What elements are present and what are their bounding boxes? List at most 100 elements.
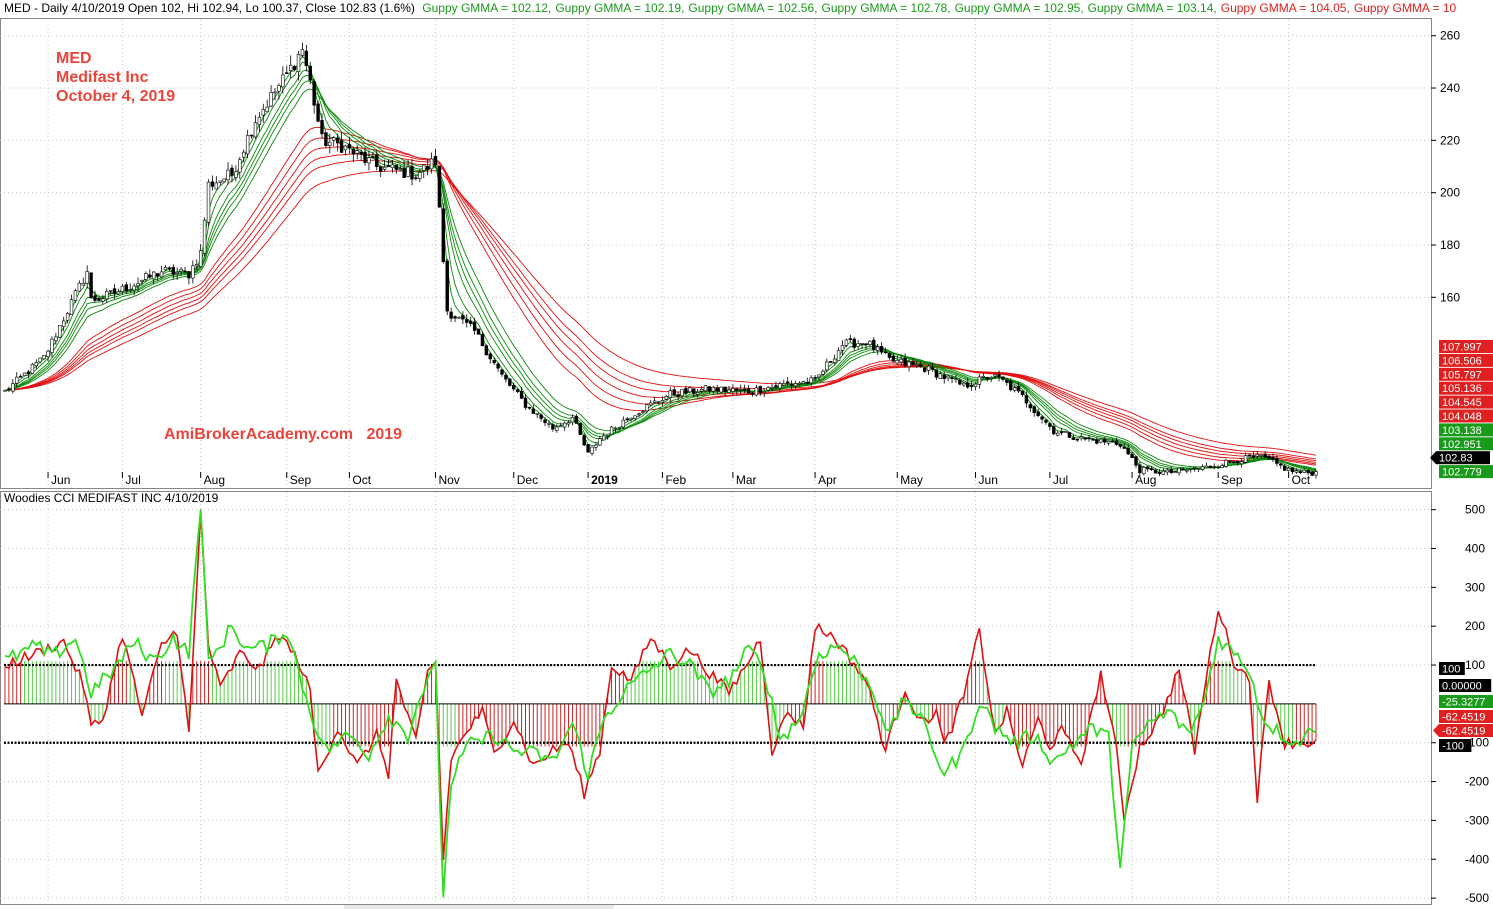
candle-body xyxy=(770,386,774,389)
candle-body xyxy=(519,391,524,399)
price-y-tick-label: 160 xyxy=(1440,290,1460,304)
cci-panel: Woodies CCI MEDIFAST INC 4/10/2019 -500-… xyxy=(0,491,1493,905)
candle-body xyxy=(633,415,637,419)
candle-body xyxy=(1157,471,1162,475)
candle-body xyxy=(484,345,489,356)
candle-body xyxy=(797,382,802,385)
annotation-ticker: MED xyxy=(56,50,92,67)
gmma-long-line xyxy=(4,170,1317,456)
candle-body xyxy=(1177,467,1181,474)
candle-body xyxy=(300,49,305,56)
candle-body xyxy=(320,120,324,135)
price-x-tick-label: Jul xyxy=(1053,473,1068,487)
candle-body xyxy=(664,396,669,400)
scrollbar[interactable] xyxy=(344,905,614,909)
candle-body xyxy=(590,446,594,454)
candle-body xyxy=(668,390,672,398)
candle-body xyxy=(1302,469,1306,473)
candle-body xyxy=(707,386,712,392)
candle-body xyxy=(85,271,89,284)
candle-body xyxy=(187,271,191,279)
candle-body xyxy=(1279,463,1283,466)
price-y-tick-label: 220 xyxy=(1440,133,1460,147)
candle-body xyxy=(1063,430,1068,433)
header-gmma-value: Guppy GMMA = 102.56, xyxy=(688,1,817,15)
candle-body xyxy=(1263,453,1267,458)
candle-body xyxy=(453,316,457,319)
candle-body xyxy=(62,320,66,327)
candle-body xyxy=(1036,411,1040,416)
candle-body xyxy=(695,392,700,395)
candle-body xyxy=(195,264,199,267)
cci-y-tick-label: 500 xyxy=(1465,503,1485,517)
candle-body xyxy=(962,382,966,386)
candle-body xyxy=(926,365,931,371)
cci-axis-tag-value: -25.3277 xyxy=(1442,697,1485,709)
candle-body xyxy=(605,434,610,437)
price-x-tick-label: May xyxy=(900,473,923,487)
candle-body xyxy=(1251,455,1256,458)
gmma-long-line xyxy=(4,153,1317,462)
candle-body xyxy=(793,383,798,387)
series-tag xyxy=(1439,367,1493,381)
price-x-tick-label: Aug xyxy=(1135,473,1156,487)
cci-axis-tag-arrow xyxy=(1433,724,1439,737)
candle-body xyxy=(402,168,406,178)
candle-body xyxy=(895,360,899,364)
candle-body xyxy=(461,315,465,320)
candle-body xyxy=(684,388,688,394)
cci-axis-tag xyxy=(1439,679,1492,692)
candle-body xyxy=(864,343,868,346)
cci-axis-tag xyxy=(1439,739,1472,752)
candle-body xyxy=(242,151,246,158)
candle-body xyxy=(629,417,633,420)
candle-body xyxy=(1196,468,1201,470)
candle-body xyxy=(394,164,399,170)
candle-body xyxy=(155,273,160,277)
header-gmma-value: Guppy GMMA = 104.05, xyxy=(1221,1,1350,15)
candle-body xyxy=(586,444,590,453)
candle-body xyxy=(277,85,281,92)
price-y-tick-label: 240 xyxy=(1440,81,1460,95)
candle-body xyxy=(829,361,833,363)
candle-body xyxy=(562,422,567,428)
candle-body xyxy=(903,357,907,366)
candle-body xyxy=(1298,471,1303,474)
candle-body xyxy=(1146,466,1150,470)
candle-body xyxy=(93,295,97,301)
candle-body xyxy=(425,166,430,170)
candle-body xyxy=(488,353,492,360)
candle-body xyxy=(844,339,849,346)
candle-body xyxy=(578,423,582,435)
candle-body xyxy=(1220,465,1224,468)
candle-body xyxy=(1247,454,1252,457)
candle-body xyxy=(922,367,927,372)
candle-body xyxy=(746,388,751,394)
candle-body xyxy=(1087,437,1091,440)
candle-body xyxy=(191,265,195,279)
series-tag-value: 104.545 xyxy=(1442,397,1482,409)
candle-body xyxy=(566,422,571,425)
candle-body xyxy=(559,425,563,428)
price-grid xyxy=(0,20,1431,488)
header-gmma-value: Guppy GMMA = 10 xyxy=(1354,1,1457,15)
candle-body xyxy=(120,285,125,292)
price-x-tick-label: Jun xyxy=(979,473,998,487)
candle-body xyxy=(981,375,986,378)
candle-body xyxy=(1228,460,1232,463)
candle-body xyxy=(210,181,215,187)
candle-body xyxy=(531,408,536,414)
candle-body xyxy=(836,350,841,362)
candle-body xyxy=(124,284,129,292)
candle-body xyxy=(281,74,285,88)
candle-body xyxy=(1189,468,1193,470)
candle-body xyxy=(375,154,379,167)
candle-body xyxy=(1079,436,1083,439)
candle-body xyxy=(324,132,328,146)
candle-body xyxy=(1310,471,1314,476)
candle-body xyxy=(1153,469,1158,474)
cci-y-tick-label: -200 xyxy=(1465,775,1489,789)
candle-body xyxy=(742,388,747,391)
candle-body xyxy=(1161,470,1166,475)
candle-body xyxy=(1243,455,1248,463)
